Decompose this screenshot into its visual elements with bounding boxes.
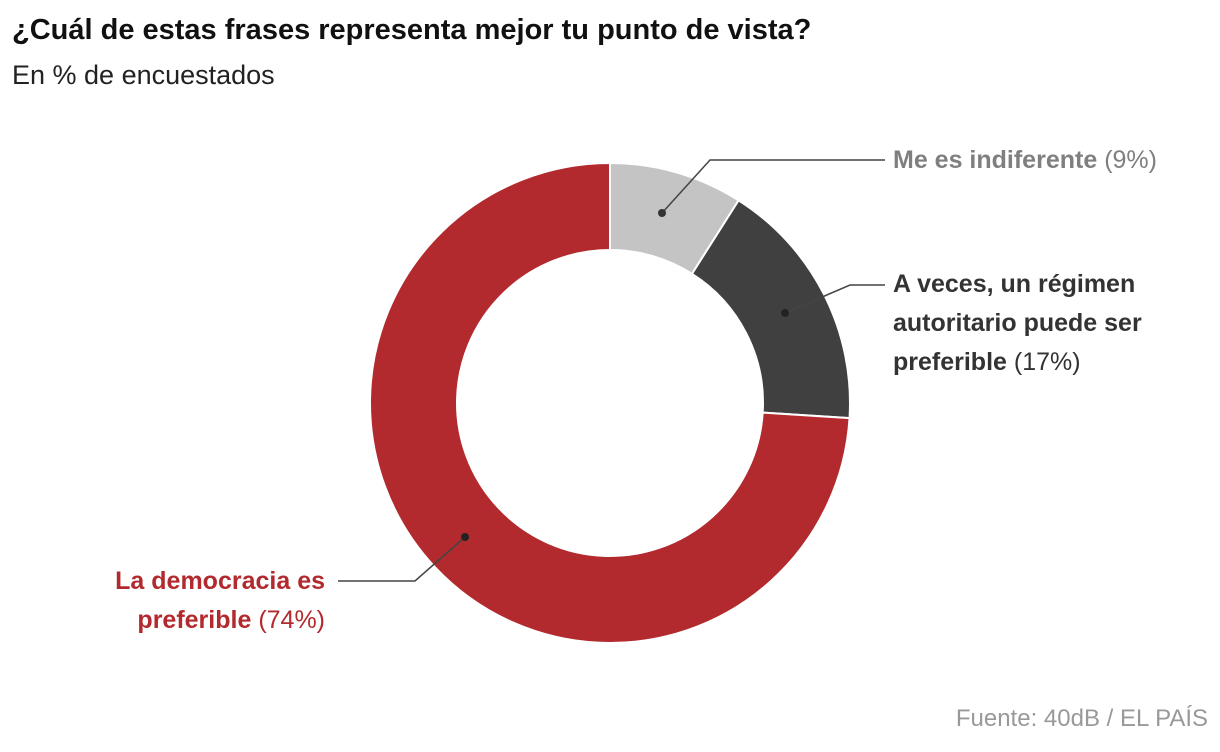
- slices: [369, 161, 851, 644]
- category-label: A veces, un régimen autoritario puede se…: [893, 270, 1142, 376]
- chart-subtitle: En % de encuestados: [12, 60, 275, 90]
- source: Fuente: 40dB / EL PAÍS: [955, 705, 1208, 732]
- slice-label: Me es indiferente (9%): [893, 141, 1213, 180]
- leader-dot: [461, 533, 469, 541]
- slice-label: La democracia es preferible (74%): [40, 562, 325, 640]
- leader-line: [784, 284, 885, 314]
- leader-dot: [781, 309, 789, 317]
- leaders: [338, 159, 885, 582]
- leader-dot: [658, 209, 666, 217]
- slice-label: A veces, un régimen autoritario puede se…: [893, 265, 1203, 382]
- chart-title: ¿Cuál de estas frases representa mejor t…: [12, 14, 812, 46]
- value-label: (9%): [1104, 146, 1157, 174]
- value-label: (17%): [1013, 348, 1081, 376]
- leader-line: [661, 159, 885, 214]
- leader-line: [338, 536, 466, 582]
- value-label: (74%): [258, 606, 325, 634]
- category-label: Me es indiferente: [893, 146, 1098, 174]
- category-label: La democracia es preferible: [115, 567, 325, 634]
- slice: [369, 161, 851, 644]
